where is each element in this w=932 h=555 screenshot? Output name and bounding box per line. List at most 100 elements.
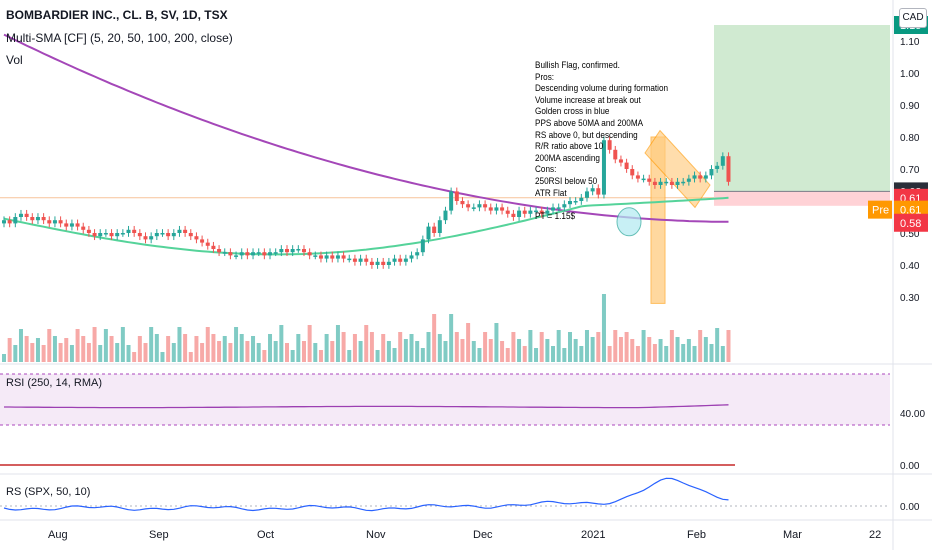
candle-body xyxy=(205,242,210,246)
candle-body xyxy=(120,233,125,235)
volume-bar xyxy=(618,337,623,362)
time-tick-label: Aug xyxy=(48,529,68,541)
candle-body xyxy=(143,236,148,240)
note-line xyxy=(535,199,668,211)
volume-bar xyxy=(245,341,250,362)
volume-bar xyxy=(352,334,357,362)
volume-bar xyxy=(211,334,216,362)
candle-body xyxy=(115,233,120,237)
candle-body xyxy=(675,181,680,185)
time-tick-label: 2021 xyxy=(581,529,605,541)
volume-bar xyxy=(92,327,97,362)
candle-body xyxy=(420,239,425,253)
candle-body xyxy=(369,261,374,265)
volume-bar xyxy=(613,330,618,362)
volume-bar xyxy=(217,341,222,362)
volume-bar xyxy=(149,327,154,362)
volume-bar xyxy=(75,329,80,362)
rs-tick-label: 0.00 xyxy=(900,502,920,513)
rs-line xyxy=(3,477,729,512)
volume-bar xyxy=(341,332,346,362)
candle-body xyxy=(35,217,40,221)
volume-bar xyxy=(205,327,210,362)
volume-bar xyxy=(183,334,188,362)
volume-bar xyxy=(69,345,74,362)
candle-body xyxy=(245,252,250,256)
rsi-pane-label[interactable]: RSI (250, 14, RMA) xyxy=(6,377,102,389)
candle-body xyxy=(658,181,663,185)
candle-body xyxy=(251,252,256,256)
volume-bar xyxy=(443,341,448,362)
volume-bar xyxy=(41,345,46,362)
symbol-title[interactable]: BOMBARDIER INC., CL. B, SV, 1D, TSX xyxy=(6,8,228,22)
candle-body xyxy=(69,223,74,227)
note-line: ATR Flat xyxy=(535,187,567,199)
candle-body xyxy=(613,149,618,160)
note-line: Volume increase at break out xyxy=(535,94,641,106)
candle-body xyxy=(335,255,340,259)
candle-body xyxy=(98,233,103,237)
volume-bar xyxy=(403,339,408,362)
volume-bar xyxy=(30,343,35,362)
candle-body xyxy=(375,261,380,265)
candle-body xyxy=(177,229,182,233)
volume-bar xyxy=(324,334,329,362)
volume-bar xyxy=(624,332,629,362)
price-tick-label: 1.00 xyxy=(900,69,920,80)
candle-body xyxy=(522,210,527,214)
candle-body xyxy=(517,210,522,217)
volume-bar xyxy=(590,337,595,362)
volume-bar xyxy=(528,330,533,362)
candle-body xyxy=(539,210,544,214)
volume-bar xyxy=(545,339,550,362)
volume-bar xyxy=(579,346,584,362)
volume-bar xyxy=(539,332,544,362)
volume-bar xyxy=(268,334,273,362)
candle-body xyxy=(635,175,640,179)
volume-bar xyxy=(449,314,454,362)
price-tag-label: 0.61 xyxy=(900,205,921,217)
volume-bar xyxy=(483,332,488,362)
volume-bar xyxy=(675,337,680,362)
candle-body xyxy=(630,169,635,176)
volume-bar xyxy=(392,348,397,362)
candle-body xyxy=(92,233,97,237)
volume-bar xyxy=(420,348,425,362)
volume-bar xyxy=(726,330,731,362)
price-tick-label: 0.90 xyxy=(900,101,920,112)
volume-bar xyxy=(290,350,295,362)
candle-body xyxy=(477,204,482,208)
volume-bar xyxy=(556,330,561,362)
volume-bar xyxy=(369,332,374,362)
volume-bar xyxy=(160,352,165,362)
volume-indicator-label[interactable]: Vol xyxy=(6,53,23,67)
volume-bar xyxy=(562,348,567,362)
candle-body xyxy=(511,213,516,217)
candle-body xyxy=(41,217,46,221)
rs-pane-label[interactable]: RS (SPX, 50, 10) xyxy=(6,486,91,498)
note-line: Pros: xyxy=(535,71,555,83)
golden-cross-marker xyxy=(616,207,642,237)
time-tick-label: Mar xyxy=(783,529,802,541)
candle-body xyxy=(239,252,244,256)
price-tick-label: 0.50 xyxy=(900,229,920,240)
candle-body xyxy=(222,252,227,254)
candle-body xyxy=(415,252,420,256)
currency-badge[interactable]: CAD xyxy=(899,8,927,28)
candle-body xyxy=(381,261,386,265)
candle-body xyxy=(352,258,357,262)
volume-bar xyxy=(652,344,657,362)
sma-indicator-label[interactable]: Multi-SMA [CF] (5, 20, 50, 100, 200, clo… xyxy=(6,31,233,45)
volume-bar xyxy=(409,334,414,362)
candle-body xyxy=(318,255,323,259)
analysis-note: Bullish Flag, confirmed. Pros: Descending … xyxy=(535,60,668,222)
volume-bar xyxy=(222,336,227,362)
candle-body xyxy=(75,223,80,227)
candle-body xyxy=(607,140,612,150)
candle-body xyxy=(562,204,567,208)
pre-market-label: Pre xyxy=(872,205,889,217)
candle-body xyxy=(228,252,233,256)
candle-body xyxy=(698,175,703,179)
